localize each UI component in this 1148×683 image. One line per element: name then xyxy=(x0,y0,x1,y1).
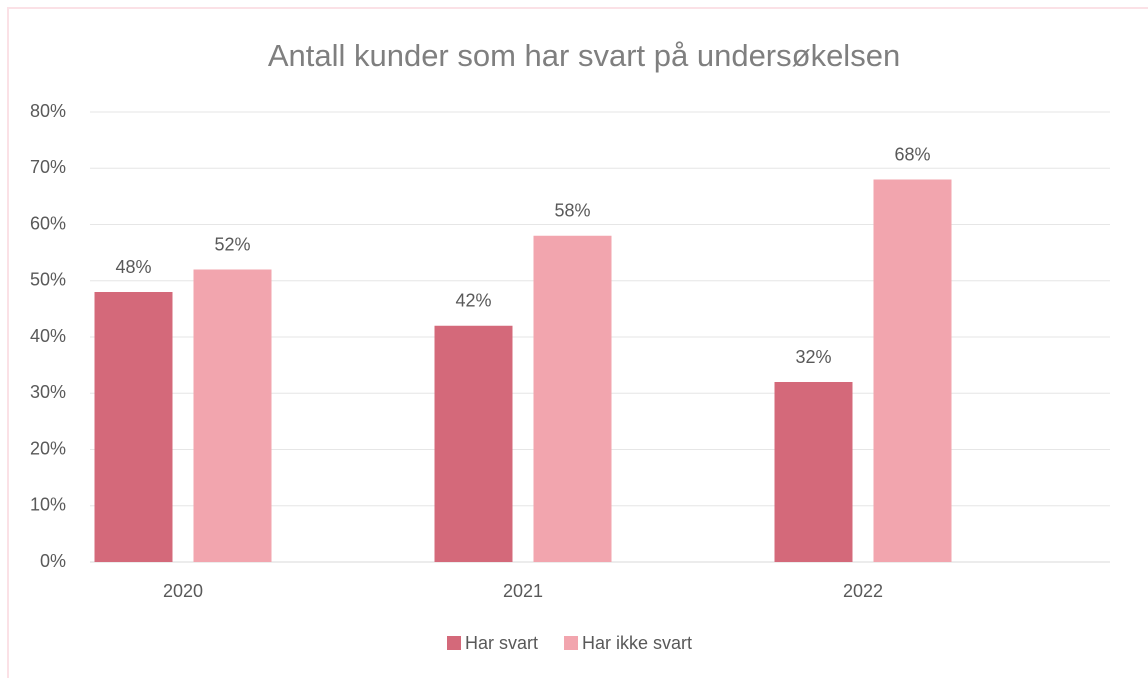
bar xyxy=(533,235,612,562)
x-tick-label: 2020 xyxy=(163,581,203,601)
chart-title: Antall kunder som har svart på undersøke… xyxy=(268,38,900,73)
legend-swatch xyxy=(447,636,461,650)
chart-border xyxy=(7,7,1148,683)
value-label: 68% xyxy=(894,144,930,164)
bar xyxy=(434,325,513,562)
y-tick-label: 60% xyxy=(30,213,66,233)
bar xyxy=(94,292,173,562)
y-tick-label: 40% xyxy=(30,326,66,346)
y-tick-label: 20% xyxy=(30,438,66,458)
legend-swatch xyxy=(564,636,579,650)
x-tick-label: 2022 xyxy=(843,581,883,601)
legend-label: Har svart xyxy=(465,633,538,653)
y-tick-label: 0% xyxy=(40,551,66,571)
y-tick-label: 80% xyxy=(30,101,66,121)
value-label: 48% xyxy=(115,257,151,277)
y-tick-label: 30% xyxy=(30,382,66,402)
value-label: 52% xyxy=(214,234,250,254)
value-label: 42% xyxy=(455,291,491,311)
legend-label: Har ikke svart xyxy=(582,633,692,653)
bar xyxy=(193,269,272,562)
y-tick-label: 50% xyxy=(30,270,66,290)
bar xyxy=(873,179,952,562)
y-tick-label: 10% xyxy=(30,495,66,515)
y-tick-label: 70% xyxy=(30,157,66,177)
x-tick-label: 2021 xyxy=(503,581,543,601)
value-label: 58% xyxy=(554,201,590,221)
bar xyxy=(774,382,853,562)
value-label: 32% xyxy=(795,347,831,367)
